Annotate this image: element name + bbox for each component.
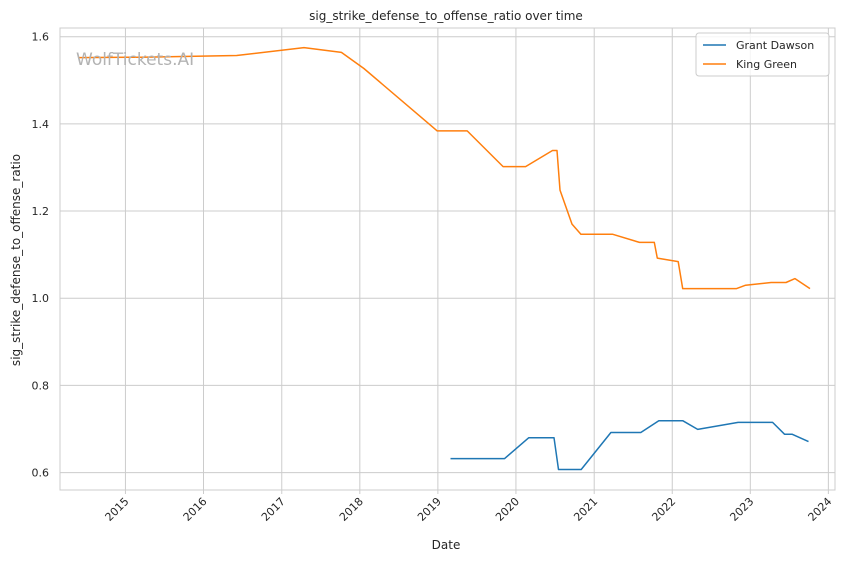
x-tick-label: 2020 (493, 495, 522, 524)
y-tick-label: 1.6 (32, 31, 50, 44)
series-lines (77, 46, 811, 471)
y-tick-label: 1.2 (32, 205, 50, 218)
y-axis-label: sig_strike_defense_to_offense_ratio (9, 154, 23, 366)
plot-frame (59, 27, 836, 491)
x-tick-label: 2022 (649, 495, 678, 524)
y-tick-label: 0.8 (32, 379, 50, 392)
series-line-king-green (77, 46, 811, 290)
y-tick-label: 1.0 (32, 292, 50, 305)
x-tick-label: 2015 (103, 495, 132, 524)
x-tick-label: 2024 (806, 495, 835, 524)
axis-ticks: 2015 2016 2017 2018 2019 2020 2021 2022 2023 2024… (32, 31, 835, 524)
series-line-grant-dawson (450, 419, 809, 471)
y-tick-label: 1.4 (32, 118, 50, 131)
x-tick-label: 2019 (415, 495, 444, 524)
chart-title: sig_strike_defense_to_offense_ratio over… (309, 9, 583, 23)
x-tick-label: 2016 (181, 495, 210, 524)
x-axis-label: Date (432, 538, 461, 552)
watermark: WolfTickets.AI (76, 50, 194, 70)
gridlines (60, 28, 835, 490)
legend-label: King Green (736, 58, 797, 71)
y-tick-label: 0.6 (32, 467, 50, 480)
legend: Grant Dawson King Green (695, 32, 830, 77)
x-tick-label: 2021 (571, 495, 600, 524)
legend-box (695, 32, 830, 77)
x-tick-label: 2017 (259, 495, 288, 524)
x-tick-label: 2023 (727, 495, 756, 524)
legend-label: Grant Dawson (736, 39, 814, 52)
x-tick-label: 2018 (337, 495, 366, 524)
